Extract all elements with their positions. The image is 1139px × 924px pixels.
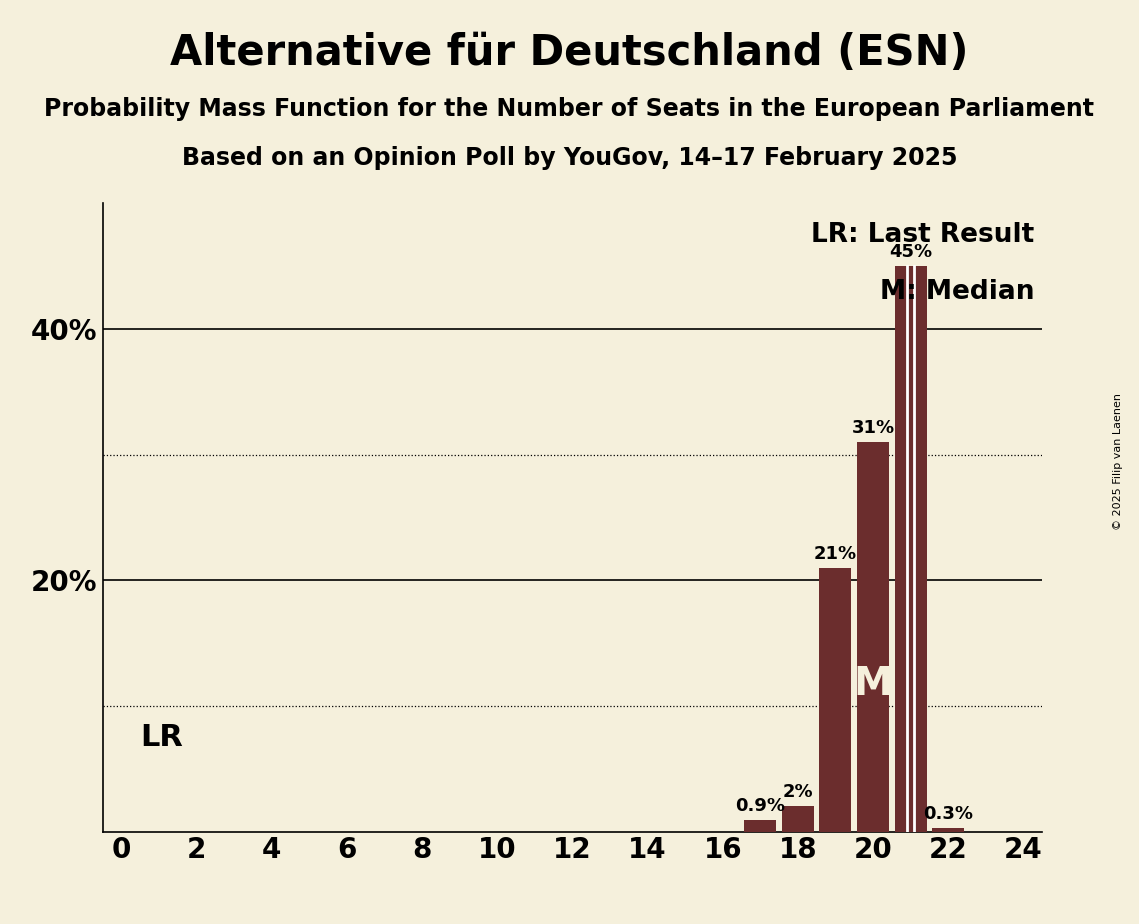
- Text: Alternative für Deutschland (ESN): Alternative für Deutschland (ESN): [170, 32, 969, 74]
- Bar: [781, 807, 814, 832]
- Bar: [744, 821, 777, 832]
- Bar: [894, 266, 927, 832]
- Text: Probability Mass Function for the Number of Seats in the European Parliament: Probability Mass Function for the Number…: [44, 97, 1095, 121]
- Text: 0.3%: 0.3%: [924, 805, 973, 822]
- Text: 21%: 21%: [814, 544, 857, 563]
- Text: 2%: 2%: [782, 784, 813, 801]
- Bar: [857, 442, 890, 832]
- Text: M: M: [853, 664, 893, 702]
- Text: 45%: 45%: [890, 243, 932, 261]
- Text: LR: LR: [140, 723, 183, 752]
- Text: M: Median: M: Median: [880, 279, 1034, 305]
- Text: 0.9%: 0.9%: [736, 797, 785, 815]
- Text: 31%: 31%: [852, 419, 894, 437]
- Text: Based on an Opinion Poll by YouGov, 14–17 February 2025: Based on an Opinion Poll by YouGov, 14–1…: [182, 146, 957, 170]
- Text: LR: Last Result: LR: Last Result: [811, 222, 1034, 249]
- Bar: [819, 567, 852, 832]
- Text: © 2025 Filip van Laenen: © 2025 Filip van Laenen: [1114, 394, 1123, 530]
- Bar: [932, 828, 965, 832]
